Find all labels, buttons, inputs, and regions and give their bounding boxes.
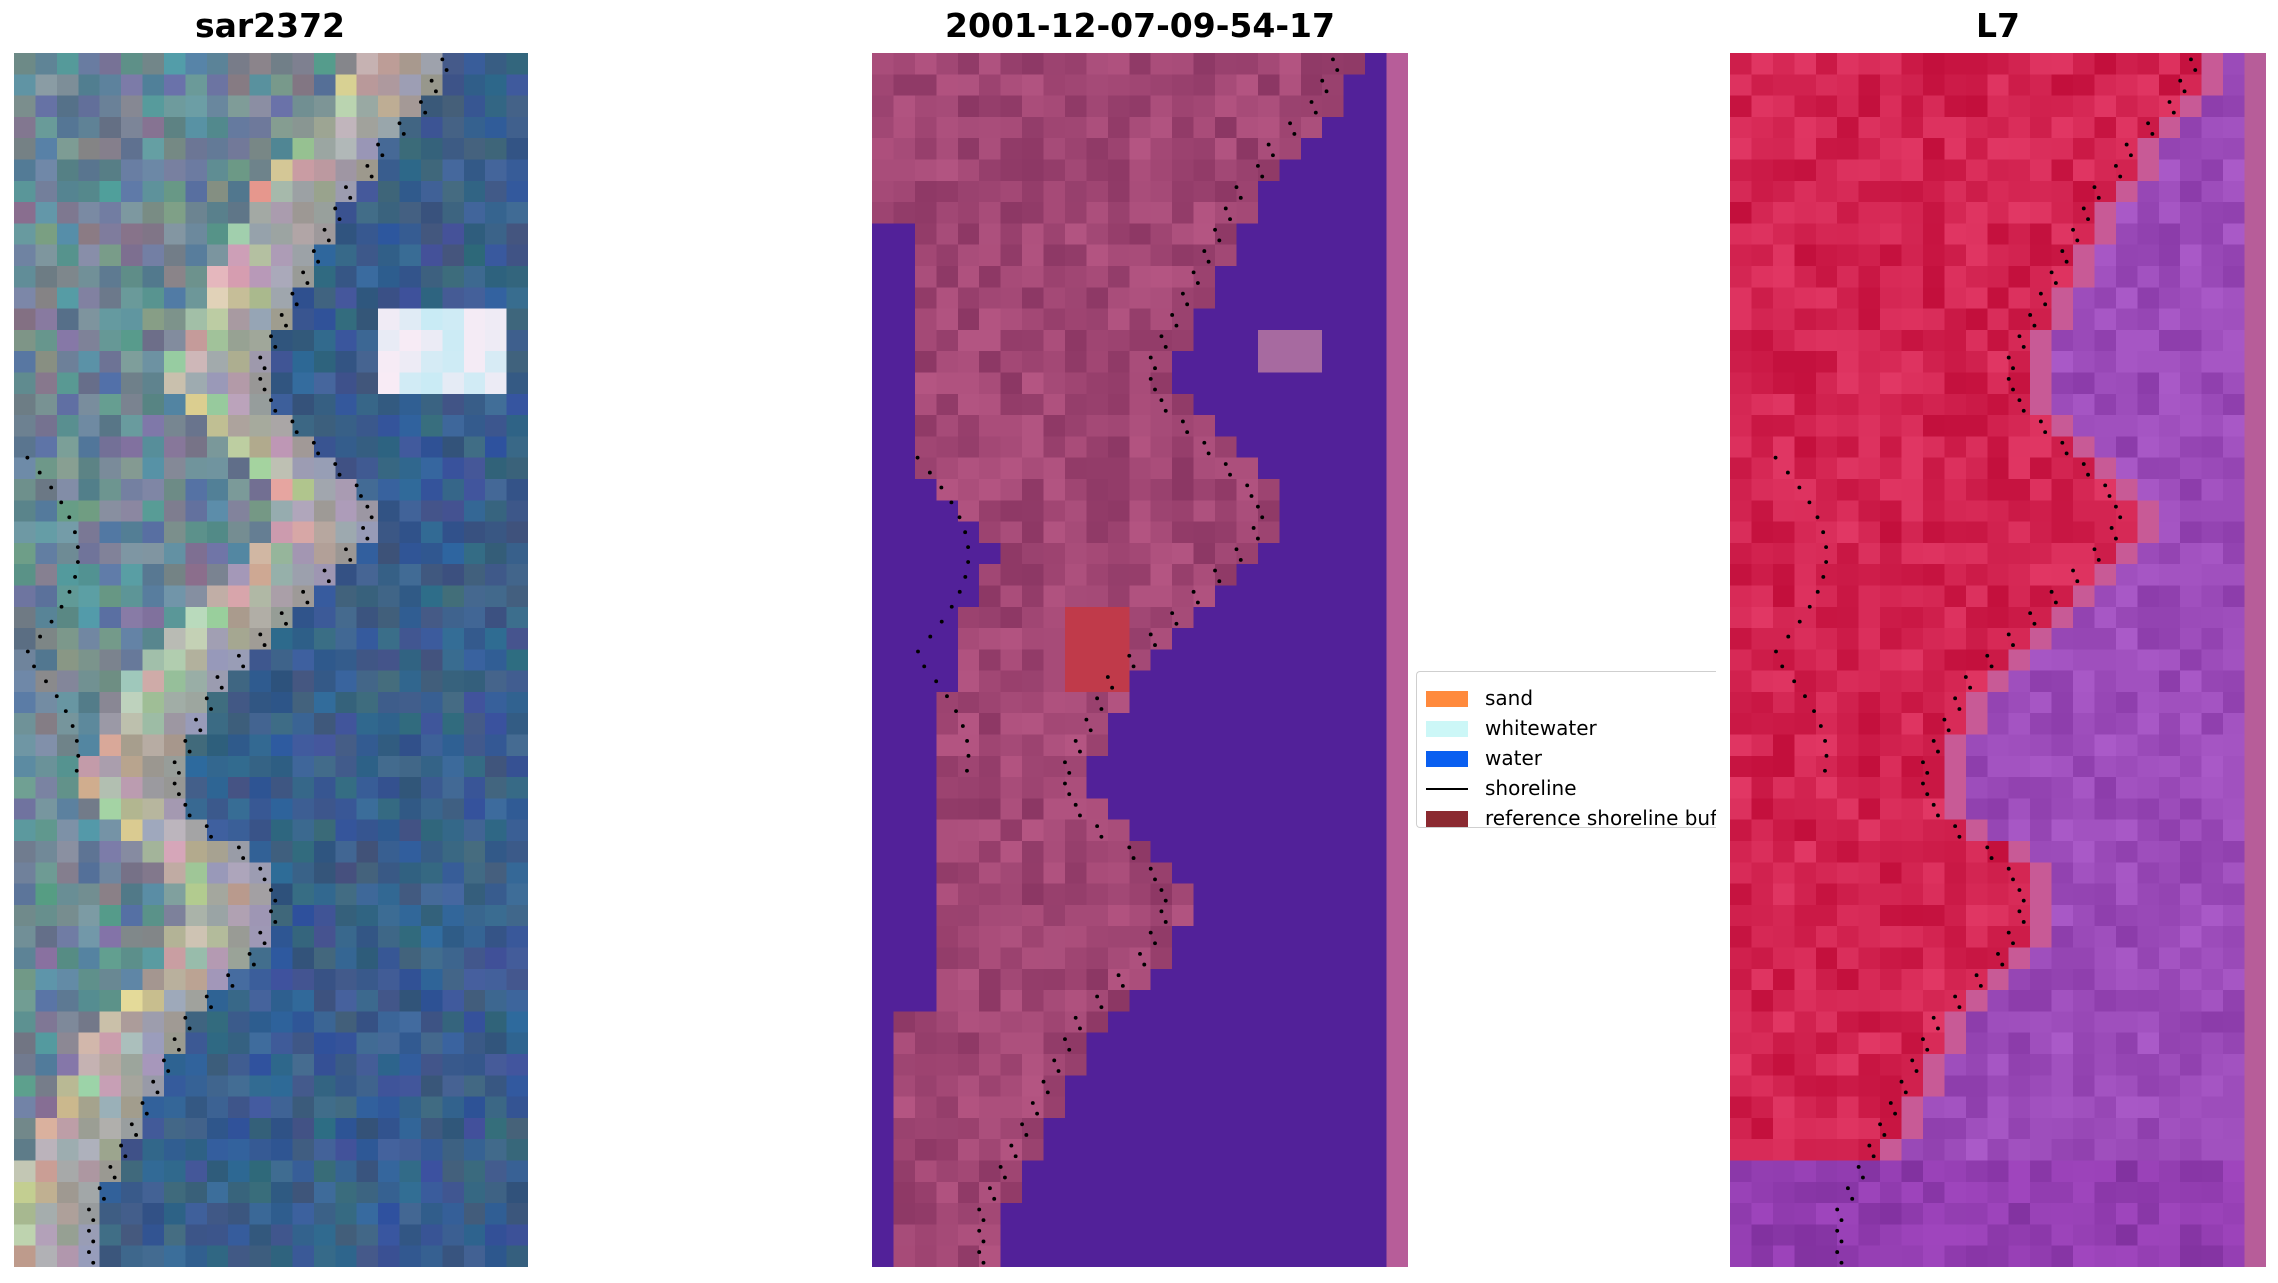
rgb-image-panel (14, 53, 528, 1267)
shoreline-dots (25, 57, 449, 1265)
legend-swatch-water (1426, 751, 1468, 767)
legend: sand whitewater water shoreline referenc… (1416, 671, 1716, 828)
legend-item-water: water (1417, 745, 1716, 771)
legend-label-sand: sand (1485, 686, 1534, 710)
ndwi-image-panel (1730, 53, 2266, 1267)
legend-item-whitewater: whitewater (1417, 715, 1716, 741)
legend-label-shoreline: shoreline (1485, 776, 1577, 800)
legend-item-reference-buffer: reference shoreline buffer (1417, 805, 1716, 828)
classified-satellite-image (872, 53, 1408, 1267)
legend-swatch-sand (1426, 691, 1468, 707)
ndwi-satellite-image (1730, 53, 2266, 1267)
legend-line-shoreline (1426, 788, 1468, 790)
rgb-satellite-image (14, 53, 528, 1267)
legend-label-whitewater: whitewater (1485, 716, 1597, 740)
panel-title-rgb: sar2372 (194, 6, 346, 45)
legend-swatch-reference-buffer (1426, 811, 1468, 827)
classified-image-panel (872, 53, 1408, 1267)
shoreline-dots (915, 57, 1340, 1265)
legend-label-reference-buffer: reference shoreline buffer (1485, 806, 1716, 828)
panel-title-ndwi: L7 (1976, 6, 2020, 45)
legend-item-sand: sand (1417, 685, 1716, 711)
panel-title-classified: 2001-12-07-09-54-17 (945, 6, 1335, 45)
shoreline-dots (1773, 57, 2198, 1265)
legend-swatch-whitewater (1426, 721, 1468, 737)
legend-item-shoreline: shoreline (1417, 775, 1716, 801)
legend-label-water: water (1485, 746, 1542, 770)
